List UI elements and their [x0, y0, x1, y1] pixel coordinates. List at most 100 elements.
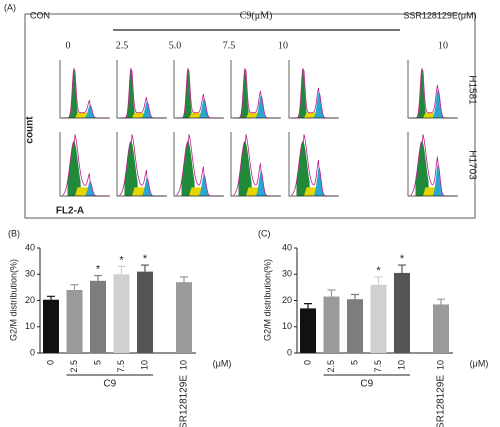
y-axis-label: G2/M distribution(%)	[262, 259, 272, 341]
axis-label: count	[25, 116, 36, 144]
histogram-g1	[181, 141, 195, 196]
histogram-g1	[67, 141, 81, 196]
histogram-frame	[173, 60, 224, 119]
y-axis-label: G2/M distribution(%)	[8, 259, 18, 341]
unit-label: (μM)	[470, 358, 489, 368]
x-tick-label: 10	[435, 360, 445, 370]
bar	[300, 308, 316, 353]
significance: *	[119, 254, 124, 266]
error-bar	[304, 303, 312, 309]
bar	[43, 299, 59, 353]
y-tick-label: 40	[25, 242, 35, 252]
concentration-label: 10	[278, 40, 288, 51]
histogram-g1	[67, 68, 81, 118]
significance: *	[400, 253, 405, 265]
bar	[66, 290, 83, 353]
histogram-frame	[230, 132, 281, 197]
group-label: SSR128129E	[179, 375, 190, 427]
error-bar	[398, 264, 406, 273]
y-tick-label: 30	[25, 269, 35, 279]
unit-label: (μM)	[213, 358, 232, 368]
histogram-frame	[116, 132, 167, 197]
error-bar	[437, 298, 445, 305]
axis-label: FL2-A	[56, 206, 84, 217]
histogram-g2	[199, 174, 209, 196]
error-bar	[94, 274, 102, 281]
concentration-label: 2.5	[116, 40, 129, 51]
x-tick-label: 7.5	[373, 360, 383, 373]
y-tick-label: 0	[287, 347, 292, 357]
histogram-frame	[59, 132, 110, 197]
group-label: C9(μM)	[240, 10, 273, 21]
x-tick-label: 10	[178, 360, 188, 370]
histogram-g2	[85, 105, 95, 118]
panel-frame	[24, 13, 476, 219]
histogram-outline	[62, 68, 109, 119]
histogram-g2	[433, 89, 443, 118]
histogram-frame	[407, 132, 458, 197]
histogram-frame	[230, 60, 281, 119]
error-bar	[180, 276, 188, 283]
y-tick-label: 10	[282, 321, 292, 331]
error-bar	[327, 289, 336, 297]
x-tick-label: 10	[396, 360, 406, 370]
histogram-outline	[233, 68, 280, 119]
cell-line: H1581	[466, 75, 477, 105]
bar	[90, 280, 106, 353]
histogram-g1	[124, 141, 138, 196]
significance: *	[143, 253, 148, 265]
histogram-g1	[181, 68, 195, 118]
bar	[176, 282, 192, 353]
bar	[433, 304, 449, 353]
histogram-frame	[173, 132, 224, 197]
histogram-g2	[314, 167, 324, 196]
histogram-g2	[85, 181, 95, 196]
histogram-frame	[407, 60, 458, 119]
x-tick-label: 0	[45, 360, 55, 365]
group-label: C9	[103, 379, 116, 390]
x-tick-label: 10	[139, 360, 149, 370]
histogram-outline	[176, 68, 223, 119]
group-label: SSR128129E(μM)	[403, 10, 476, 20]
cell-line: H1703	[466, 150, 477, 180]
panel-label: (C)	[258, 228, 271, 238]
group-label: C9	[360, 379, 373, 390]
y-tick-label: 0	[30, 347, 35, 357]
x-tick-label: 2.5	[326, 360, 336, 373]
bar	[347, 299, 363, 353]
histogram-g2	[199, 98, 209, 118]
histogram-outline	[291, 68, 338, 119]
histogram-frame	[116, 60, 167, 119]
histogram-g2	[256, 95, 266, 118]
histogram-g2	[314, 92, 324, 118]
y-tick-label: 10	[25, 321, 35, 331]
histogram-g2	[142, 101, 152, 118]
error-bar	[47, 295, 55, 300]
histogram-frame	[59, 60, 110, 119]
y-tick-label: 40	[282, 242, 292, 252]
group-label: CON	[30, 10, 50, 20]
histogram-g1	[415, 68, 429, 118]
histogram-g1	[296, 141, 310, 196]
x-tick-label: 2.5	[69, 360, 79, 373]
error-bar	[374, 276, 383, 285]
histogram-g1	[238, 141, 252, 196]
panel-label: (B)	[8, 228, 20, 238]
concentration-label: 5.0	[169, 40, 182, 51]
concentration-label: 7.5	[223, 40, 236, 51]
bar	[394, 272, 410, 353]
bar	[137, 271, 153, 353]
bar	[113, 274, 130, 353]
histogram-frame	[288, 132, 339, 197]
y-tick-label: 30	[282, 269, 292, 279]
panel-label: (A)	[4, 2, 16, 12]
y-tick-label: 20	[282, 295, 292, 305]
x-tick-label: 0	[302, 360, 312, 365]
x-tick-label: 5	[349, 360, 359, 365]
error-bar	[141, 264, 149, 272]
significance: *	[96, 263, 101, 275]
histogram-g1	[415, 141, 429, 196]
error-bar	[117, 265, 126, 275]
